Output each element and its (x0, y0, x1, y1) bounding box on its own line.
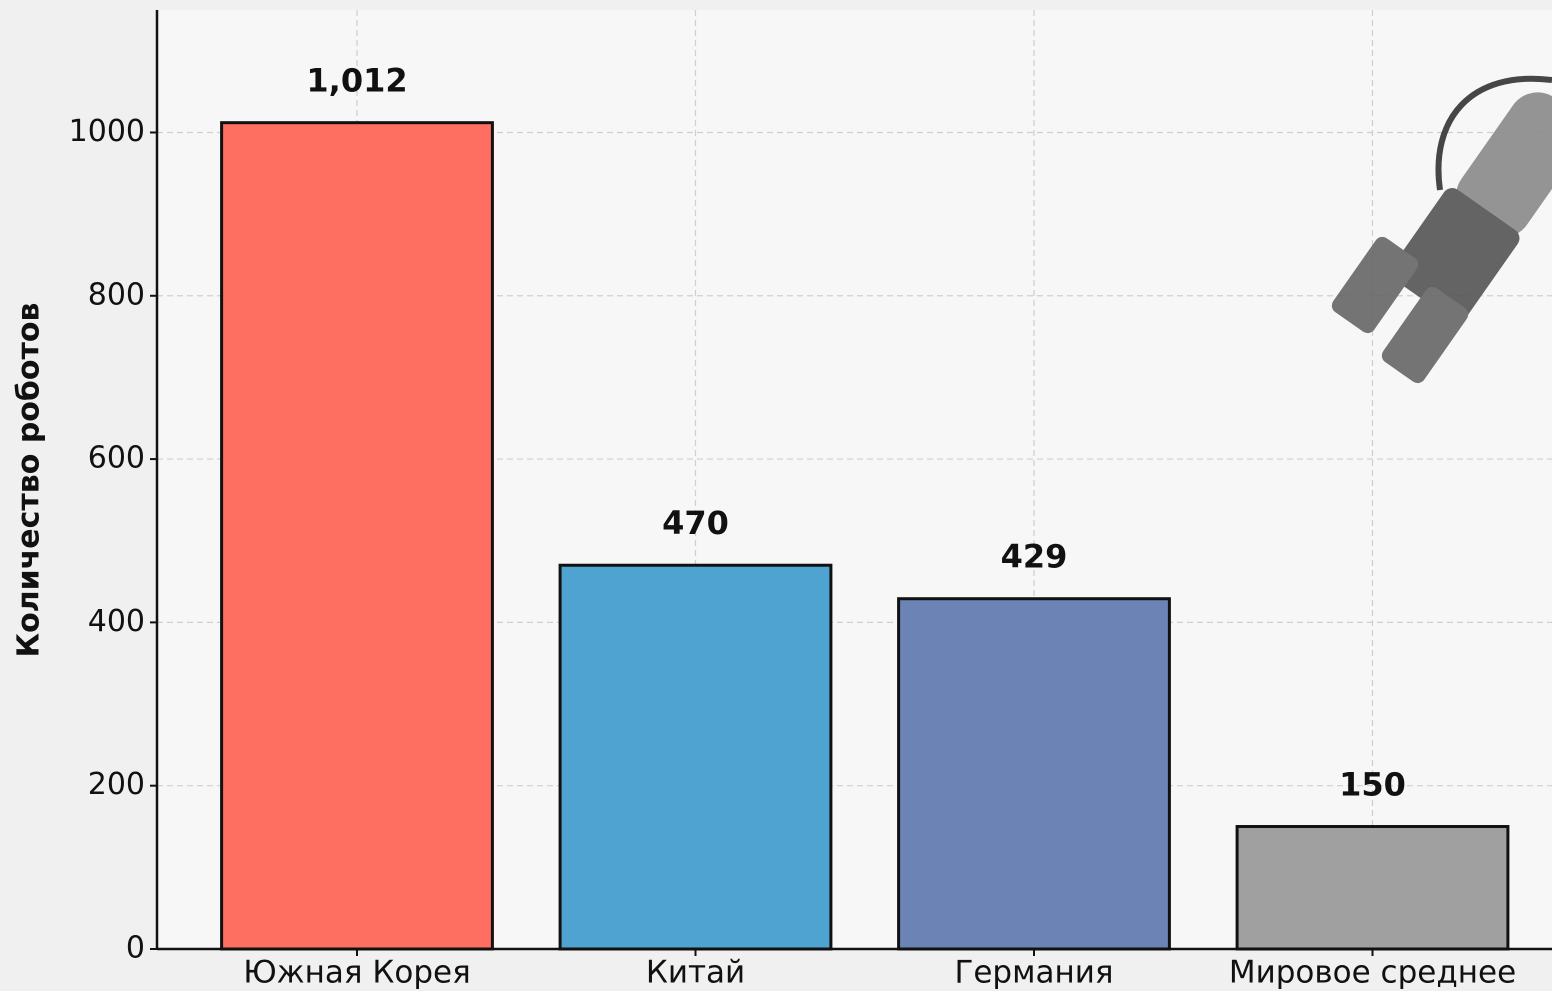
x-tick-label: Мировое среднее (1229, 955, 1516, 991)
y-tick-label: 800 (88, 277, 145, 312)
y-tick-label: 200 (88, 767, 145, 802)
value-label: 150 (1339, 766, 1406, 804)
x-tick-label: Южная Корея (243, 955, 471, 991)
x-tick-label: Германия (954, 955, 1113, 991)
robot-illustration (1331, 75, 1552, 384)
x-tick-label: Китай (646, 955, 745, 991)
y-tick-label: 1000 (69, 114, 145, 149)
y-axis-label: Количество роботов (12, 303, 47, 658)
robot-arm (1455, 92, 1552, 238)
bar (897, 597, 1171, 951)
robot-wrist (1390, 188, 1520, 322)
robot-finger (1381, 286, 1469, 384)
robot-cable (1435, 75, 1552, 191)
value-label: 1,012 (306, 62, 407, 100)
bar (558, 563, 833, 951)
y-tick-label: 0 (126, 931, 145, 966)
bar (220, 121, 494, 951)
value-label: 429 (1001, 538, 1068, 576)
robot-finger (1331, 236, 1419, 334)
value-label: 470 (662, 504, 729, 542)
y-tick-label: 600 (88, 441, 145, 476)
bar (1235, 825, 1510, 951)
y-tick-label: 400 (88, 604, 145, 639)
